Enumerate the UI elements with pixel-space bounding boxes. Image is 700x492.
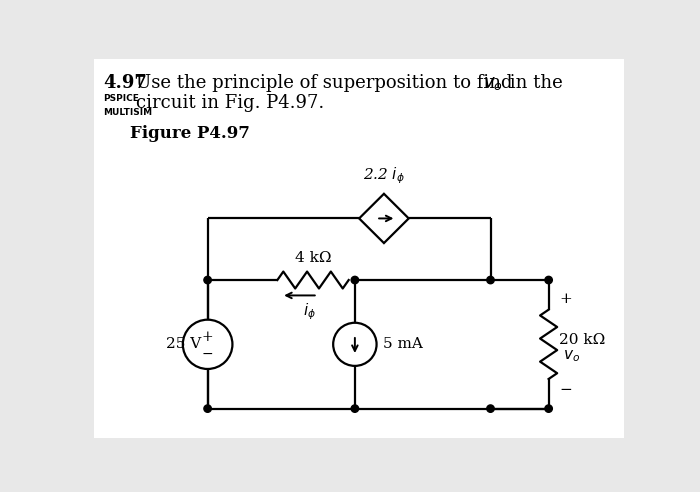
Circle shape bbox=[183, 320, 232, 369]
Circle shape bbox=[545, 405, 552, 412]
Polygon shape bbox=[359, 194, 409, 243]
Text: +: + bbox=[202, 330, 214, 343]
Circle shape bbox=[486, 405, 494, 412]
Text: −: − bbox=[559, 383, 572, 397]
FancyBboxPatch shape bbox=[94, 59, 624, 438]
Text: $v_o$: $v_o$ bbox=[483, 74, 503, 92]
Text: 20 kΩ: 20 kΩ bbox=[559, 334, 606, 347]
Text: Use the principle of superposition to find: Use the principle of superposition to fi… bbox=[136, 74, 518, 92]
Circle shape bbox=[545, 277, 552, 284]
Text: PSPICE: PSPICE bbox=[103, 93, 139, 103]
Circle shape bbox=[333, 323, 377, 366]
Circle shape bbox=[204, 277, 211, 284]
Circle shape bbox=[351, 405, 358, 412]
Circle shape bbox=[351, 277, 358, 284]
Text: 2.2 $i_\phi$: 2.2 $i_\phi$ bbox=[363, 165, 405, 186]
Circle shape bbox=[204, 405, 211, 412]
Text: −: − bbox=[202, 346, 214, 361]
Text: 25 V: 25 V bbox=[166, 338, 202, 351]
Text: +: + bbox=[559, 292, 572, 306]
Text: $v_o$: $v_o$ bbox=[559, 348, 582, 364]
Text: circuit in Fig. P4.97.: circuit in Fig. P4.97. bbox=[136, 94, 324, 113]
Text: $i_\phi$: $i_\phi$ bbox=[302, 302, 316, 322]
Text: in the: in the bbox=[504, 74, 562, 92]
Text: Figure P4.97: Figure P4.97 bbox=[130, 125, 250, 142]
Text: MULTISIM: MULTISIM bbox=[103, 108, 152, 117]
Text: 4 kΩ: 4 kΩ bbox=[295, 250, 331, 265]
Text: 4.97: 4.97 bbox=[103, 74, 147, 92]
Circle shape bbox=[486, 277, 494, 284]
Text: 5 mA: 5 mA bbox=[383, 338, 423, 351]
